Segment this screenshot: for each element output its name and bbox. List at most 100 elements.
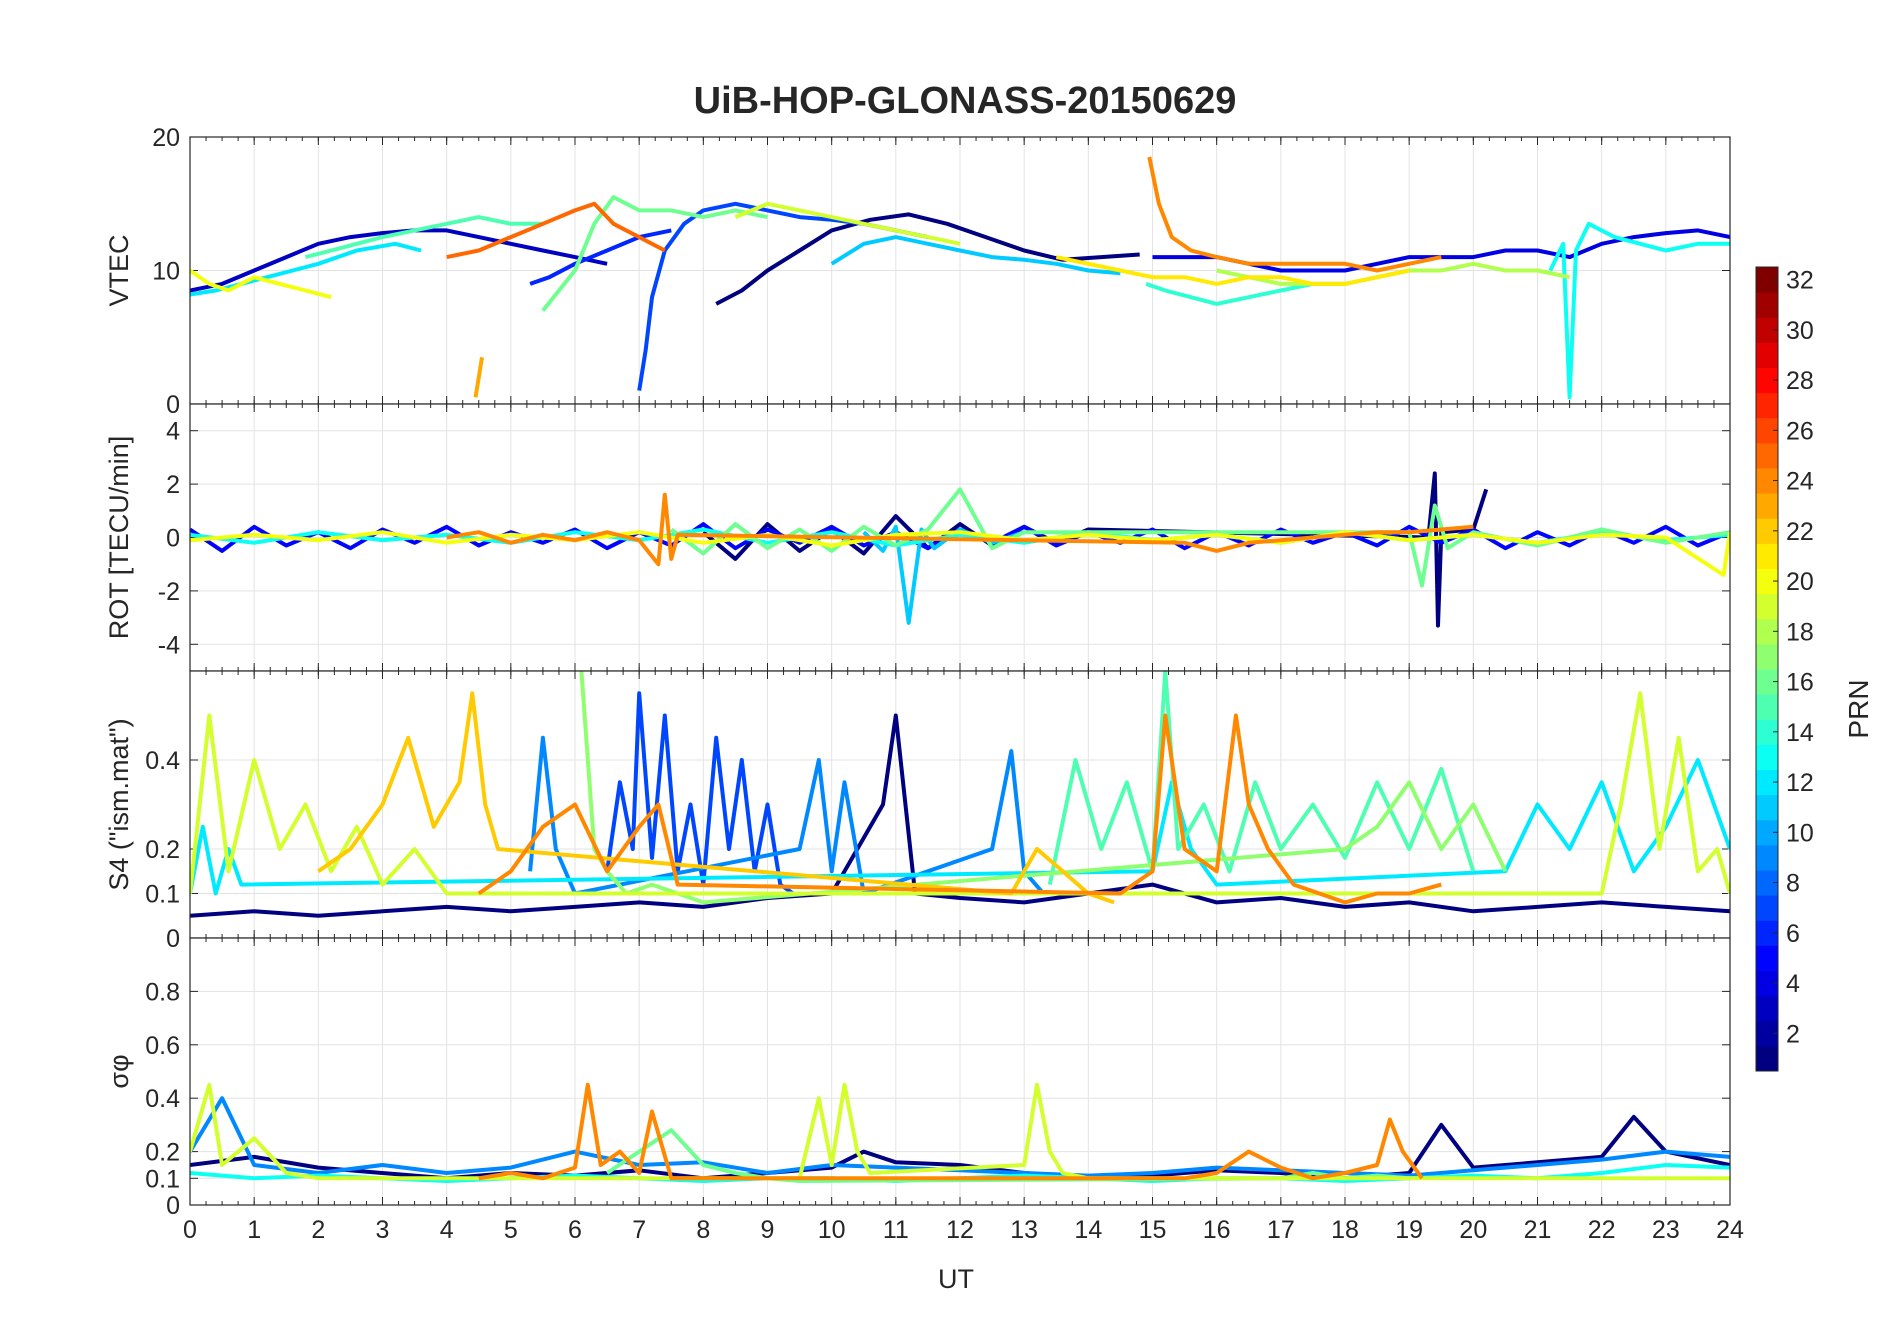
- x-tick-label: 10: [818, 1216, 846, 1244]
- x-tick-label: 3: [376, 1216, 390, 1244]
- colorbar-block: [1756, 844, 1778, 871]
- colorbar-block: [1756, 618, 1778, 645]
- y-tick-label: 0.2: [145, 836, 180, 864]
- chart-title: UiB-HOP-GLONASS-20150629: [694, 80, 1237, 122]
- colorbar-block: [1756, 769, 1778, 796]
- panel-s4: 0 0.1 0.2 0.4 S4 ("ism.mat"): [104, 670, 1731, 953]
- y-tick-label: 0.6: [145, 1032, 180, 1060]
- colorbar-block: [1756, 945, 1778, 971]
- colorbar-frame: [1755, 266, 1779, 1072]
- y-tick-label: 4: [166, 418, 180, 446]
- x-tick-label: 6: [568, 1216, 582, 1244]
- colorbar-block: [1756, 342, 1778, 368]
- y-axis-label: σφ: [104, 1054, 134, 1088]
- colorbar-block: [1756, 267, 1778, 293]
- series-line-prn-19: [734, 201, 961, 246]
- series-line-prn-20: [190, 530, 1730, 577]
- x-tick-label: 19: [1395, 1216, 1423, 1244]
- series-group: [190, 1082, 1730, 1183]
- series-line-prn-24: [477, 713, 1442, 905]
- colorbar-block: [1756, 995, 1778, 1022]
- series-line-prn-9: [528, 735, 1045, 896]
- series-line-prn-15: [1047, 671, 1476, 886]
- colorbar-block: [1756, 895, 1778, 921]
- colorbar-tick-label: 24: [1786, 468, 1814, 496]
- y-axis-label: S4 ("ism.mat"): [104, 718, 134, 890]
- x-tick-label: 9: [761, 1216, 775, 1244]
- series-line-prn-22: [317, 691, 1115, 905]
- colorbar-block: [1756, 317, 1778, 343]
- series-line-prn-19: [190, 691, 1730, 896]
- x-tick-label: 1: [247, 1216, 261, 1244]
- colorbar-block: [1756, 744, 1778, 770]
- x-tick-label: 17: [1267, 1216, 1295, 1244]
- series-line-prn-6: [529, 228, 672, 286]
- x-tick-label: 23: [1652, 1216, 1680, 1244]
- series-line-prn-19: [190, 1082, 1730, 1181]
- series-group: [190, 671, 1730, 918]
- x-tick-label: 4: [440, 1216, 454, 1244]
- colorbar-block: [1756, 392, 1778, 419]
- colorbar-block: [1756, 694, 1778, 720]
- colorbar-block: [1756, 643, 1778, 670]
- colorbar-tick-label: 6: [1786, 920, 1800, 948]
- colorbar-block: [1756, 719, 1778, 745]
- series-line-prn-13: [1548, 221, 1730, 400]
- colorbar-tick-label: 2: [1786, 1020, 1800, 1048]
- colorbar-block: [1756, 1020, 1778, 1047]
- colorbar-block: [1756, 819, 1778, 846]
- x-tick-label: 2: [311, 1216, 325, 1244]
- series-line-prn-16: [541, 195, 768, 312]
- colorbar-tick-label: 30: [1786, 317, 1814, 345]
- y-tick-label: 0.2: [145, 1139, 180, 1167]
- series-line-prn-25: [446, 201, 666, 260]
- series-group: [190, 156, 1730, 400]
- colorbar-tick-label: 4: [1786, 970, 1800, 998]
- x-axis-label: UT: [938, 1264, 974, 1294]
- panel-vtec: 0 10 20 VTEC: [104, 124, 1731, 419]
- x-tick-label: 24: [1716, 1216, 1744, 1244]
- colorbar-block: [1756, 920, 1778, 946]
- series-line-prn-21: [1055, 255, 1410, 286]
- colorbar-block: [1756, 468, 1778, 494]
- colorbar-tick-label: 18: [1786, 618, 1814, 646]
- colorbar-block: [1756, 417, 1778, 444]
- colorbar-block: [1756, 794, 1778, 821]
- y-tick-label: 0.4: [145, 747, 180, 775]
- panel-sigma-phi: 0 1 2 3 4 5 6 7 8 9 10 11 12 13 14 15 16 17 18 19 20 21 22 23 24…: [104, 937, 1744, 1244]
- colorbar-block: [1756, 1045, 1778, 1072]
- x-tick-label: 5: [504, 1216, 518, 1244]
- x-tick-label: 22: [1588, 1216, 1616, 1244]
- colorbar-block: [1756, 970, 1778, 997]
- x-tick-label: 16: [1203, 1216, 1231, 1244]
- series-line-prn-24: [1147, 156, 1442, 273]
- series-line-prn-12: [190, 758, 1730, 896]
- colorbar-tick-label: 16: [1786, 669, 1814, 697]
- y-axis-label: ROT [TECU/min]: [104, 436, 134, 640]
- series-line-prn-20: [190, 268, 332, 300]
- y-tick-label: 10: [152, 258, 180, 286]
- colorbar-tick-label: 28: [1786, 367, 1814, 395]
- x-tick-label: 18: [1331, 1216, 1359, 1244]
- series-line-prn-7: [605, 691, 795, 896]
- colorbar-tick-label: 14: [1786, 719, 1814, 747]
- colorbar-tick-label: 22: [1786, 518, 1814, 546]
- colorbar-block: [1756, 669, 1778, 695]
- y-tick-label: 0.1: [145, 1165, 180, 1193]
- series-group: [190, 471, 1730, 628]
- y-tick-label: 0: [166, 925, 180, 953]
- colorbar-block: [1756, 367, 1778, 394]
- series-line-prn-15: [305, 215, 543, 260]
- panel-rot: -4 -2 0 2 4 ROT [TECU/min]: [104, 403, 1731, 672]
- x-tick-label: 21: [1524, 1216, 1552, 1244]
- x-tick-label: 0: [183, 1216, 197, 1244]
- colorbar-block: [1756, 493, 1778, 519]
- axes-frame: [189, 937, 1731, 1206]
- colorbar-block: [1756, 568, 1778, 595]
- x-tick-label: 15: [1139, 1216, 1167, 1244]
- y-tick-label: 20: [152, 124, 180, 152]
- y-tick-label: 2: [166, 471, 180, 499]
- colorbar-block: [1756, 292, 1778, 318]
- series-line-prn-23: [473, 356, 484, 398]
